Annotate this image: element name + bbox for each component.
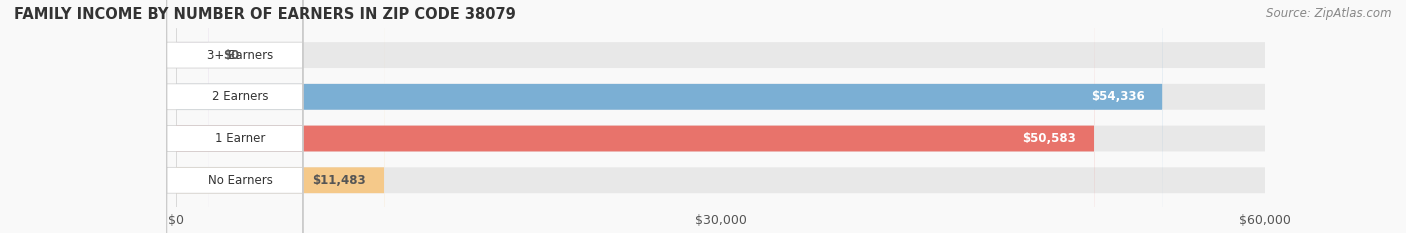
Text: $11,483: $11,483 [312, 174, 366, 187]
FancyBboxPatch shape [176, 0, 1265, 233]
Text: No Earners: No Earners [208, 174, 273, 187]
FancyBboxPatch shape [176, 0, 1265, 233]
FancyBboxPatch shape [176, 0, 1265, 233]
Text: $54,336: $54,336 [1091, 90, 1144, 103]
Text: 2 Earners: 2 Earners [212, 90, 269, 103]
Text: $0: $0 [224, 48, 239, 62]
FancyBboxPatch shape [167, 0, 302, 233]
FancyBboxPatch shape [176, 0, 1265, 233]
FancyBboxPatch shape [176, 0, 1163, 233]
FancyBboxPatch shape [176, 0, 208, 233]
FancyBboxPatch shape [176, 0, 1094, 233]
Text: Source: ZipAtlas.com: Source: ZipAtlas.com [1267, 7, 1392, 20]
Text: 1 Earner: 1 Earner [215, 132, 266, 145]
FancyBboxPatch shape [167, 0, 302, 233]
FancyBboxPatch shape [176, 0, 384, 233]
Text: FAMILY INCOME BY NUMBER OF EARNERS IN ZIP CODE 38079: FAMILY INCOME BY NUMBER OF EARNERS IN ZI… [14, 7, 516, 22]
Text: 3+ Earners: 3+ Earners [207, 48, 273, 62]
Text: $50,583: $50,583 [1022, 132, 1076, 145]
FancyBboxPatch shape [167, 0, 302, 233]
FancyBboxPatch shape [167, 0, 302, 233]
